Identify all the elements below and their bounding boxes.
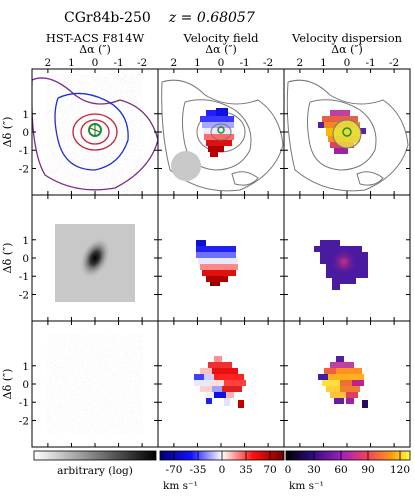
- panel-dispersion-residual-row3: [318, 356, 368, 408]
- redshift-label: z = 0.68057: [168, 10, 255, 26]
- y-tick-label: -2: [19, 163, 29, 175]
- x-tick-label: 1: [68, 57, 75, 69]
- x-tick-label: -2: [389, 57, 399, 69]
- x-axis-label: Δα (″): [79, 43, 111, 56]
- y-tick-label: 1: [22, 109, 29, 121]
- colorbar-tick-dispersion: 90: [361, 464, 374, 476]
- x-tick-label: -1: [365, 57, 375, 69]
- object-name: CGr84b-250: [64, 10, 151, 26]
- x-axis-label: Δα (″): [331, 43, 363, 56]
- column-title-dispersion: Velocity dispersion: [291, 31, 403, 45]
- y-tick-label: -1: [19, 271, 29, 283]
- x-tick-label: 1: [320, 57, 327, 69]
- x-tick-label: 0: [344, 57, 351, 69]
- y-tick-label: -1: [19, 145, 29, 157]
- colorbar-tick-velocity: 0: [219, 464, 226, 476]
- x-tick-label: 1: [194, 57, 201, 69]
- y-tick-label: 0: [22, 379, 29, 391]
- figure-title: CGr84b-250 z = 0.68057: [64, 10, 255, 26]
- y-axis-label: Δδ (″): [1, 117, 14, 148]
- dispersion-map-row1: [318, 110, 366, 154]
- panel-dispersion-model-row2: [314, 240, 368, 290]
- x-tick-label: -1: [113, 57, 123, 69]
- colorbar-tick-dispersion: 0: [285, 464, 292, 476]
- y-tick-label: 1: [22, 235, 29, 247]
- colorbar-tick-velocity: 35: [239, 464, 252, 476]
- psf-circle: [171, 151, 201, 181]
- panel-frames: [31, 68, 411, 448]
- x-tick-label: 0: [92, 57, 99, 69]
- column-title-velocity: Velocity field: [183, 31, 259, 45]
- y-tick-label: -2: [19, 289, 29, 301]
- colorbar-tick-dispersion: 30: [307, 464, 320, 476]
- colorbar-tick-dispersion: 120: [390, 464, 410, 476]
- panel-velocity-model-row2: [196, 240, 238, 286]
- x-tick-label: 0: [218, 57, 225, 69]
- panel-velocity-row1: [161, 79, 284, 192]
- panel-hst-model-row2: [55, 224, 135, 302]
- x-axis-label: Δα (″): [205, 43, 237, 56]
- colorbar-ticks: [173, 451, 401, 460]
- x-tick-label: -1: [239, 57, 249, 69]
- panel-hst-residual-row3: [55, 343, 135, 425]
- colorbar-greyscale: [33, 450, 157, 461]
- tick-labels: 2 1 0 -1 -2 Δα (″) 2 1 0 -1 -2 Δα (″) 2 1 0 -1 -2 Δα (″) 1…: [1, 43, 410, 492]
- x-tick-label: 2: [297, 57, 304, 69]
- colorbar-dispersion: [285, 450, 411, 461]
- y-axis-label: Δδ (″): [1, 243, 14, 274]
- y-tick-label: 0: [22, 127, 29, 139]
- panel-velocity-residual-row3: [194, 356, 246, 408]
- colorbar-label-velocity: km s⁻¹: [163, 480, 198, 492]
- y-tick-label: 0: [22, 253, 29, 265]
- colorbar-tick-velocity: 70: [263, 464, 276, 476]
- contour-mid: [54, 92, 129, 171]
- y-tick-label: -2: [19, 415, 29, 427]
- panel-dispersion-row1: [286, 79, 409, 192]
- x-tick-label: -2: [137, 57, 147, 69]
- column-title-hst: HST-ACS F814W: [45, 31, 145, 45]
- colorbar-tick-velocity: -35: [190, 464, 207, 476]
- velocity-map-row1: [200, 108, 234, 157]
- colorbar-label-greyscale: arbitrary (log): [57, 465, 133, 477]
- colorbar-tick-dispersion: 60: [334, 464, 347, 476]
- x-tick-label: 2: [171, 57, 178, 69]
- x-tick-label: -2: [263, 57, 273, 69]
- y-tick-label: -1: [19, 397, 29, 409]
- panel-hst-row1: [32, 77, 158, 191]
- x-tick-label: 2: [45, 57, 52, 69]
- y-tick-label: 1: [22, 361, 29, 373]
- colorbar-label-dispersion: km s⁻¹: [289, 480, 324, 492]
- contour-outer: [32, 77, 158, 191]
- colorbar-tick-velocity: -70: [166, 464, 183, 476]
- y-axis-label: Δδ (″): [1, 369, 14, 400]
